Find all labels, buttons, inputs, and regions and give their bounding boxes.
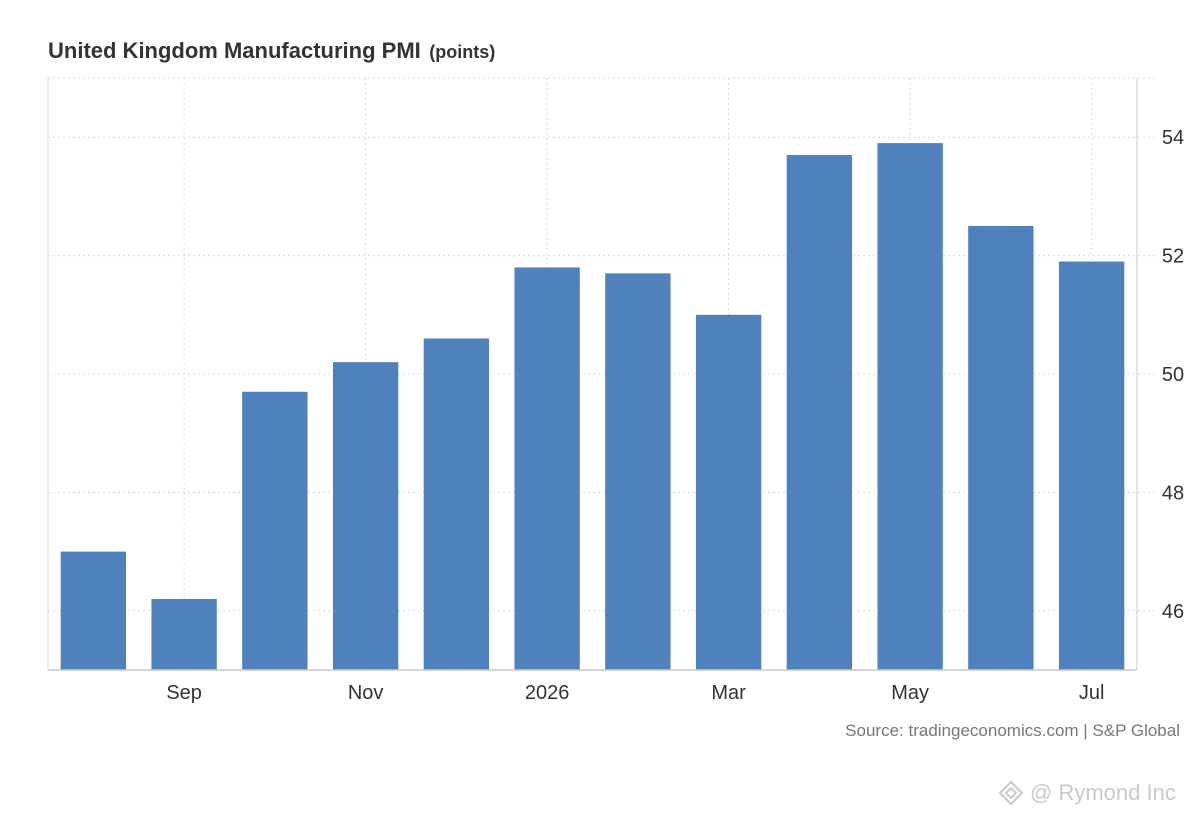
bar bbox=[695, 314, 762, 670]
x-tick-label: May bbox=[891, 682, 929, 704]
chart-title: United Kingdom Manufacturing PMI bbox=[48, 38, 421, 63]
bar bbox=[786, 154, 853, 670]
y-tick-label: 52 bbox=[1162, 246, 1184, 268]
y-tick-label: 46 bbox=[1162, 601, 1184, 623]
y-tick-label: 54 bbox=[1162, 127, 1184, 149]
bar bbox=[60, 551, 127, 670]
bar bbox=[423, 338, 490, 670]
watermark: @ Rymond Inc bbox=[998, 780, 1176, 806]
x-tick-label: Sep bbox=[166, 682, 202, 704]
chart-unit: (points) bbox=[429, 42, 496, 62]
x-tick-label: Jul bbox=[1079, 682, 1105, 704]
bar bbox=[514, 267, 580, 670]
bar-chart: 46 48 50 52 54 Sep Nov 2026 Mar May Jul bbox=[47, 77, 1184, 704]
bar bbox=[877, 143, 943, 670]
bar bbox=[332, 362, 399, 670]
y-tick-label: 48 bbox=[1162, 482, 1184, 504]
y-tick-label: 50 bbox=[1162, 364, 1184, 386]
watermark-text: @ Rymond Inc bbox=[1030, 780, 1176, 805]
x-tick-label: Nov bbox=[348, 682, 384, 704]
source-text: Source: tradingeconomics.com | S&P Globa… bbox=[845, 721, 1180, 740]
bar bbox=[242, 391, 308, 670]
bar bbox=[1058, 261, 1125, 670]
watermark-logo-icon bbox=[998, 780, 1024, 806]
bar bbox=[605, 273, 671, 670]
x-tick-label: Mar bbox=[711, 682, 746, 704]
chart-title-row: United Kingdom Manufacturing PMI (points… bbox=[48, 38, 495, 64]
x-tick-label: 2026 bbox=[525, 682, 570, 704]
bar bbox=[968, 226, 1034, 670]
bar bbox=[151, 598, 217, 670]
